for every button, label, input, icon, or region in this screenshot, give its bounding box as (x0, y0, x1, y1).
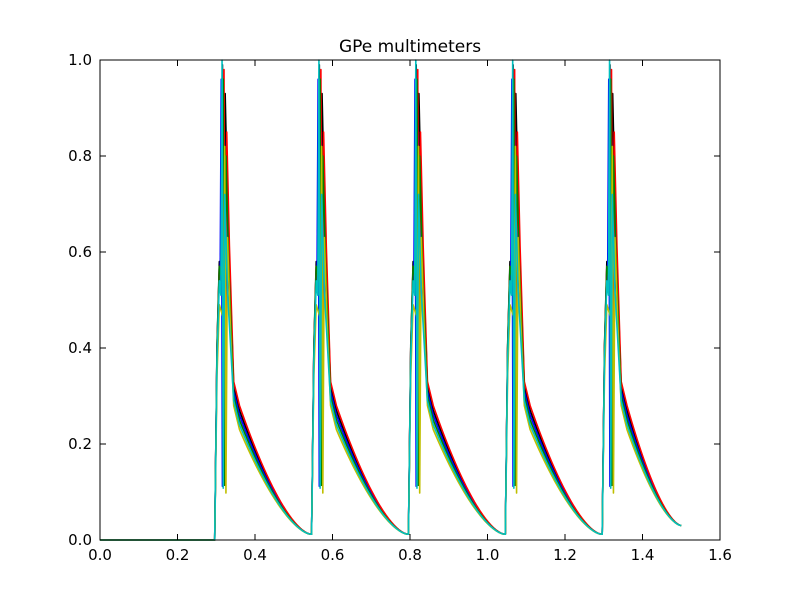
series-line-6 (100, 59, 682, 541)
x-tick-label: 0.6 (321, 546, 345, 564)
y-tick-label: 0.4 (68, 339, 92, 357)
y-tick-label: 0.2 (68, 435, 92, 453)
x-tick-label: 1.0 (476, 546, 500, 564)
x-tick-label: 1.6 (708, 546, 732, 564)
y-tick-label: 1.0 (68, 51, 92, 69)
x-tick-label: 0.8 (398, 546, 422, 564)
x-tick-label: 0.4 (243, 546, 267, 564)
x-tick-label: 1.4 (631, 546, 655, 564)
y-tick-label: 0.6 (68, 243, 92, 261)
y-tick-label: 0.0 (68, 531, 92, 549)
series-layer (100, 59, 682, 541)
x-tick-label: 0.2 (166, 546, 190, 564)
chart-title: GPe multimeters (339, 37, 481, 57)
axes-layer: 0.0 0.2 0.4 0.6 0.8 1.0 1.2 1.4 1.6 0.0 0.2 0.4 0.6 0… (68, 51, 732, 564)
y-tick-label: 0.8 (68, 147, 92, 165)
x-tick-label: 0.0 (88, 546, 112, 564)
x-tick-label: 1.2 (553, 546, 577, 564)
